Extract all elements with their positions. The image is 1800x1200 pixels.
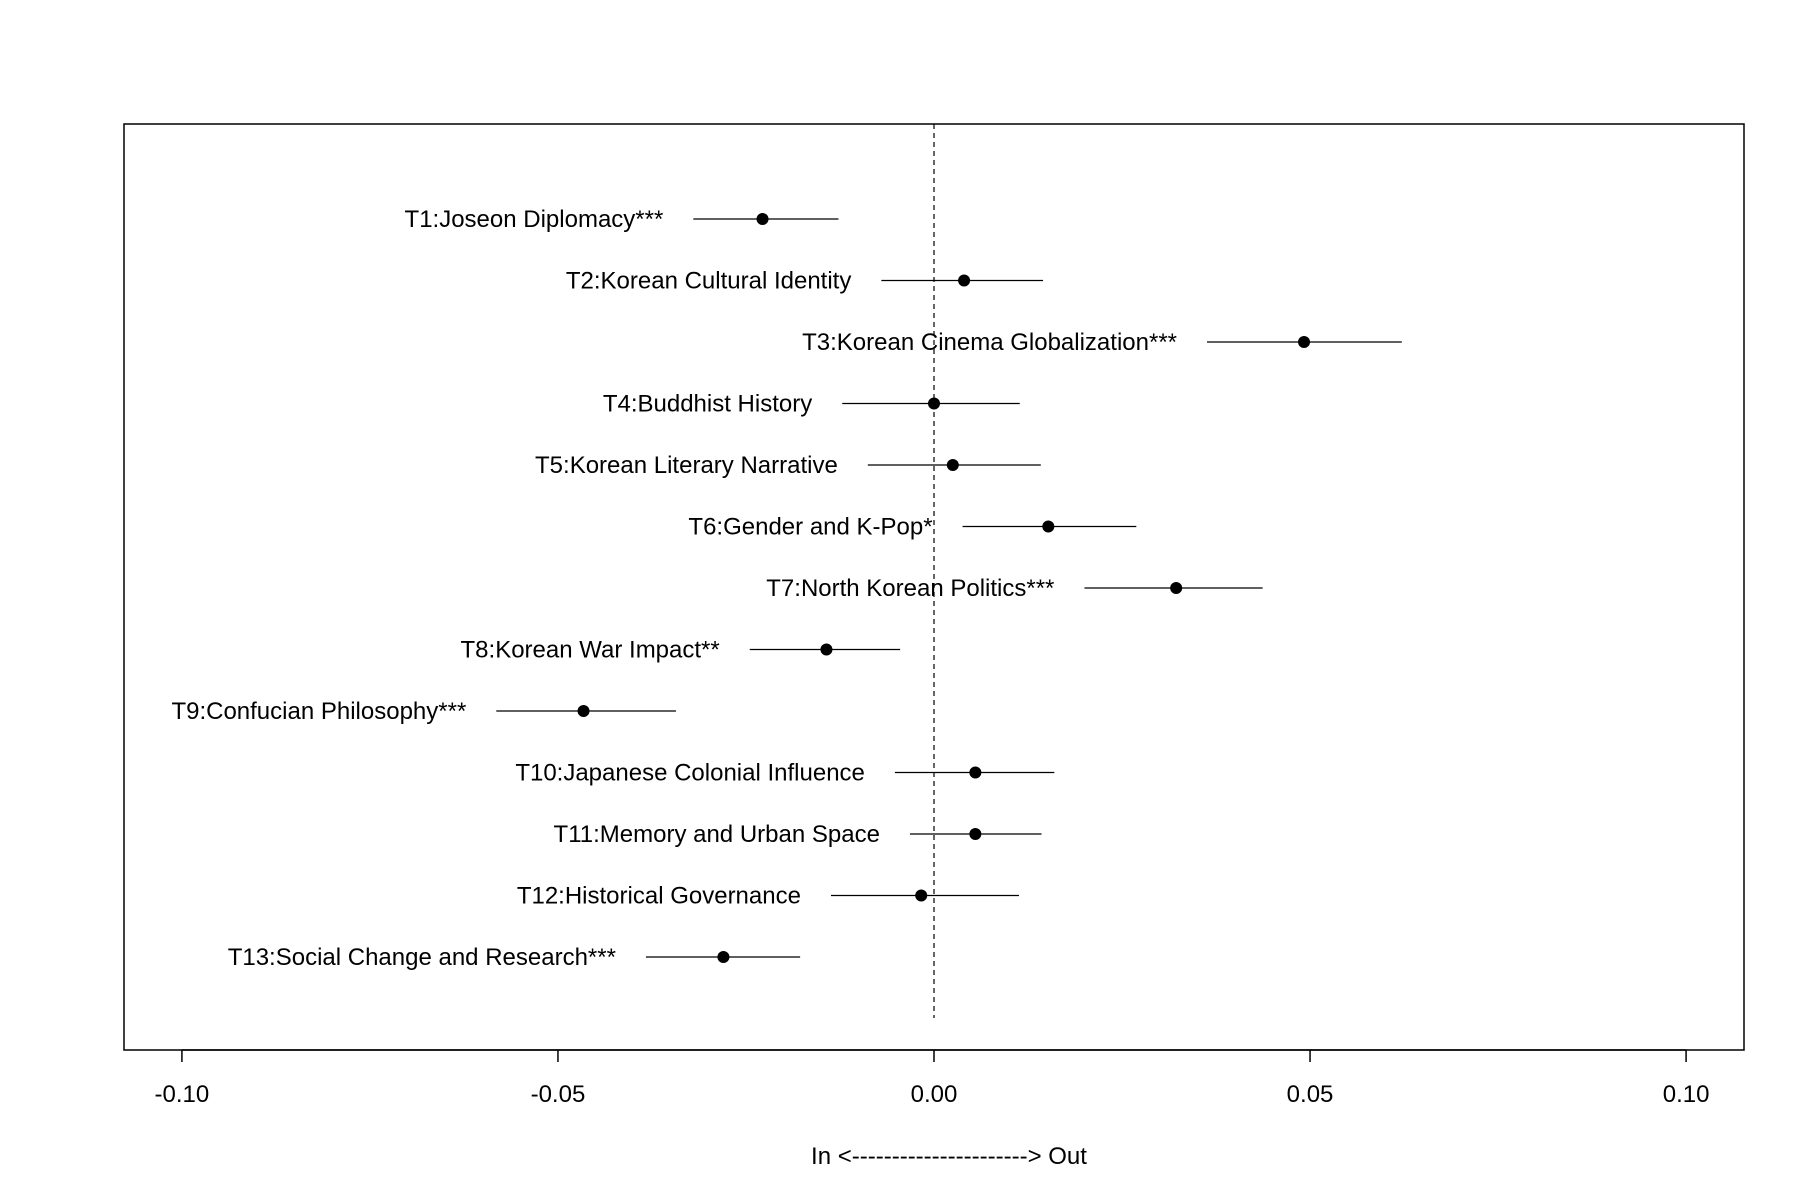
- estimate-row: T11:Memory and Urban Space: [554, 821, 1042, 848]
- point-estimate: [958, 274, 971, 287]
- estimate-row: T12:Historical Governance: [517, 883, 1019, 910]
- topic-label: T11:Memory and Urban Space: [554, 821, 880, 848]
- x-tick-label: 0.05: [1287, 1081, 1334, 1108]
- estimate-row: T13:Social Change and Research***: [228, 944, 801, 971]
- topic-label: T3:Korean Cinema Globalization***: [802, 329, 1177, 356]
- estimate-row: T3:Korean Cinema Globalization***: [802, 329, 1402, 356]
- point-estimate: [820, 643, 833, 656]
- topic-label: T10:Japanese Colonial Influence: [515, 760, 865, 787]
- estimate-row: T10:Japanese Colonial Influence: [515, 760, 1055, 787]
- x-axis: -0.10 -0.05 0.00 0.05 0.10: [155, 1049, 1710, 1108]
- estimate-row: T2:Korean Cultural Identity: [566, 268, 1044, 295]
- point-estimate: [1042, 520, 1055, 533]
- topic-label: T8:Korean War Impact**: [461, 637, 720, 664]
- estimates-layer: T1:Joseon Diplomacy*** T2:Korean Cultural…: [171, 206, 1402, 971]
- point-estimate: [969, 828, 982, 840]
- point-estimate: [928, 397, 940, 410]
- topic-label: T5:Korean Literary Narrative: [535, 452, 838, 479]
- topic-label: T6:Gender and K-Pop*: [688, 514, 932, 541]
- point-estimate: [756, 213, 769, 225]
- topic-label: T13:Social Change and Research***: [228, 944, 616, 971]
- topic-label: T12:Historical Governance: [517, 883, 801, 910]
- x-tick-label: -0.05: [531, 1081, 586, 1108]
- x-axis-label: In <----------------------> Out: [811, 1143, 1087, 1170]
- point-estimate: [1298, 336, 1311, 348]
- point-estimate: [1170, 582, 1183, 594]
- estimate-row: T4:Buddhist History: [603, 391, 1020, 418]
- x-tick-label: 0.10: [1663, 1081, 1710, 1108]
- point-estimate: [946, 459, 959, 471]
- topic-label: T7:North Korean Politics***: [766, 575, 1054, 602]
- estimate-row: T6:Gender and K-Pop*: [688, 514, 1137, 541]
- estimate-row: T5:Korean Literary Narrative: [535, 452, 1041, 479]
- estimate-row: T1:Joseon Diplomacy***: [405, 206, 839, 233]
- topic-label: T1:Joseon Diplomacy***: [405, 206, 664, 233]
- point-estimate: [577, 705, 590, 717]
- point-estimate: [969, 766, 982, 779]
- estimate-row: T7:North Korean Politics***: [766, 575, 1263, 602]
- point-estimate: [717, 951, 730, 963]
- point-estimate: [915, 889, 928, 902]
- x-tick-label: 0.00: [911, 1081, 958, 1108]
- estimate-row: T9:Confucian Philosophy***: [171, 698, 677, 725]
- topic-label: T4:Buddhist History: [603, 391, 812, 418]
- topic-label: T9:Confucian Philosophy***: [171, 698, 466, 725]
- topic-label: T2:Korean Cultural Identity: [566, 268, 851, 295]
- x-tick-label: -0.10: [155, 1081, 210, 1108]
- estimate-row: T8:Korean War Impact**: [461, 637, 901, 664]
